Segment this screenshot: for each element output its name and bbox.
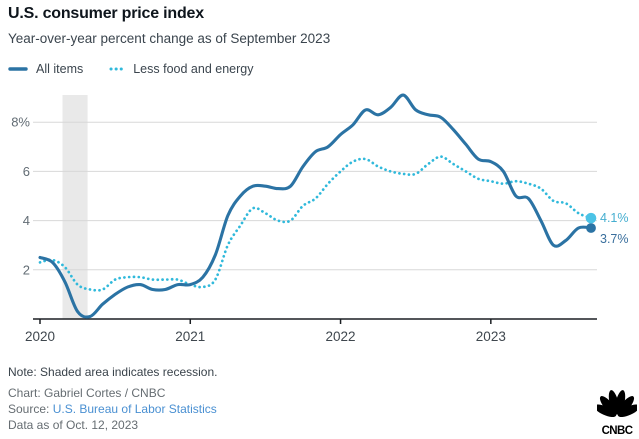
x-axis-label: 2022 <box>326 329 356 344</box>
note-text: Note: Shaded area indicates recession. <box>8 365 218 379</box>
end-label-all-items: 3.7% <box>600 232 629 246</box>
legend-label-all-items: All items <box>36 62 84 76</box>
series-line-all-items <box>38 93 593 319</box>
chart-legend: All items Less food and energy <box>8 62 253 76</box>
y-axis-label: 2 <box>23 262 30 277</box>
end-dot-less-food-and-energy <box>585 212 597 224</box>
legend-item-all-items: All items <box>8 62 83 76</box>
chart-subtitle: Year-over-year percent change as of Sept… <box>8 31 331 46</box>
legend-item-less-food-energy: Less food and energy <box>109 62 253 76</box>
y-axis-label: 6 <box>23 164 30 179</box>
legend-marker-dotted-line <box>109 67 126 71</box>
end-label-less-food-and-energy: 4.1% <box>600 211 629 225</box>
data-as-of: Data as of Oct. 12, 2023 <box>8 418 139 432</box>
end-dot-all-items <box>586 223 596 233</box>
x-axis-label: 2021 <box>175 329 205 344</box>
cpi-line-chart: 2 4 6 8% 2020 2021 2022 2023 3.7% 4.1% <box>11 93 629 344</box>
series-line-less-food-and-energy <box>38 155 593 292</box>
y-axis-label: 8% <box>11 115 30 130</box>
x-axis-label: 2023 <box>476 329 506 344</box>
x-axis-label: 2020 <box>25 329 55 344</box>
legend-label-less-food-energy: Less food and energy <box>133 62 254 76</box>
svg-text:CNBC: CNBC <box>602 425 633 437</box>
source-prefix: Source: <box>8 402 53 416</box>
page-title: U.S. consumer price index <box>8 5 204 22</box>
source-link[interactable]: U.S. Bureau of Labor Statistics <box>52 402 217 416</box>
recession-band <box>62 95 88 319</box>
cnbc-logo: CNBC <box>594 386 639 438</box>
chart-footer: Note: Shaded area indicates recession. C… <box>8 364 217 433</box>
legend-marker-solid-line <box>8 67 28 71</box>
y-axis-label: 4 <box>23 213 30 228</box>
source-line: Source: U.S. Bureau of Labor Statistics <box>8 401 217 417</box>
chart-credit: Chart: Gabriel Cortes / CNBC <box>8 386 166 400</box>
cnbc-peacock-icon: CNBC <box>594 390 639 437</box>
